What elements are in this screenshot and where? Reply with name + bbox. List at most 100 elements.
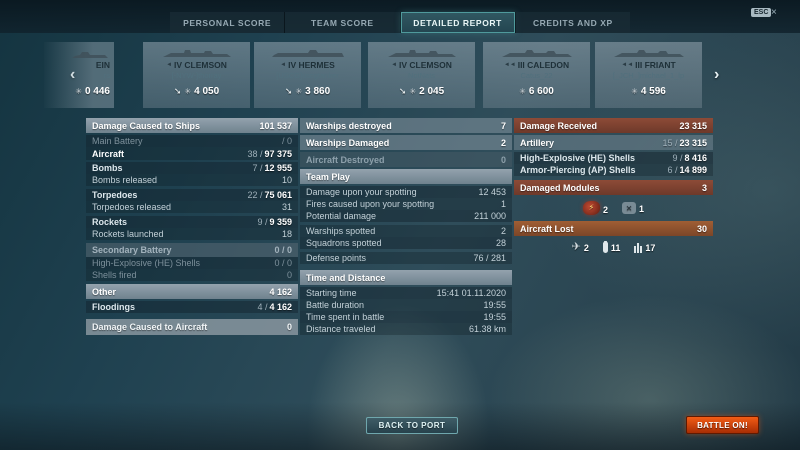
header-warships-destroyed: Warships destroyed 7 [300,118,512,133]
tab-detailed-report[interactable]: DETAILED REPORT [400,12,516,33]
stat-row-bombs: Bombs 7 /12 955 [86,162,298,174]
close-icon[interactable]: × [771,7,777,18]
tab-credits-and-xp[interactable]: CREDITS AND XP [515,12,630,33]
ship-name: IV CLEMSON [174,60,227,70]
stat-row-aircraft: Aircraft 38 /97 375 [86,147,298,160]
stat-row-battle-duration: Battle duration 19:55 [300,299,512,311]
header-team-play: Team Play [300,169,512,184]
xp-value: 2 045 [419,86,445,97]
header-aircraft-lost: Aircraft Lost 30 [514,221,713,236]
engine-module-icon: ⚡ [582,201,600,215]
stat-row-he-shells-received: High-Explosive (HE) Shells 9 /8 416 [514,152,713,164]
stat-row-warships-spotted: Warships spotted 2 [300,225,512,237]
destroyer-class-icon: ◄ [391,62,398,68]
player-name: rs [103,71,110,80]
carousel-next-icon[interactable]: › [714,66,720,83]
carousel-prev-icon[interactable]: ‹ [70,66,75,84]
xp-laurel-icon: ✳ [519,87,526,96]
team-play-column: Warships destroyed 7 Warships Damaged 2 Ai… [300,118,512,335]
header-secondary-battery: Secondary Battery 0 / 0 [86,243,298,257]
downed-plane-icon: ➘ [173,86,182,96]
destroyer-class-icon: ◄ [166,62,173,68]
damage-received-column: Damage Received 23 315 Artillery 15 /23 3… [514,118,713,259]
ship-name: EIN [95,60,110,70]
ship-card[interactable]: ◄ IV CLEMSON [-NYW-]thorray ➘ ✳ 4 050 [143,42,250,108]
stat-row-torpedoes-released: Torpedoes released 31 [86,201,298,213]
module-destroyed-unit: ✕ 1 [622,202,644,214]
stat-row-main-battery: Main Battery/ 0 [86,135,298,147]
section-value: 101 537 [259,120,292,131]
ship-silhouette [500,44,574,60]
ship-card[interactable]: ◄ IV HERMES [USCG]uscgtanker ➘ ✳ 3 860 [254,42,361,108]
player-name: [_JCH_]michael_1_lp [612,71,685,80]
player-name: NotNats [407,71,436,80]
ship-silhouette [612,44,686,60]
stat-row-rockets: Rockets 9 /9 359 [86,216,298,228]
stat-row-spotting-fires: Fires caused upon your spotting 1 [300,198,512,210]
damage-caused-column: Damage Caused to Ships 101 537 Main Batt… [86,118,298,335]
ship-name: IV CLEMSON [399,60,452,70]
attack-aircraft-icon: ✈ [571,241,581,253]
xp-value: 6 600 [528,86,554,97]
esc-key-hint[interactable]: ESC [751,8,772,17]
aircraft-count: 11 [610,243,621,253]
xp-value: 0 446 [84,86,110,97]
cruiser-class-icon: ◄◄ [621,62,634,68]
stat-row-spotting-damage: Damage upon your spotting 12 453 [300,186,512,198]
xp-laurel-icon: ✳ [75,87,82,96]
xp-laurel-icon: ✳ [184,87,192,96]
xp-value: 4 596 [640,86,666,97]
stat-row-ap-shells-received: Armor-Piercing (AP) Shells 6 /14 899 [514,164,713,176]
stat-row-shells-fired: Shells fired 0 [86,269,298,281]
battle-on-button[interactable]: BATTLE ON! [686,416,759,434]
stat-row-starting-time: Starting time 15:41 01.11.2020 [300,287,512,299]
torpedo-bombers-lost-unit: 17 [634,242,656,253]
header-damage-received: Damage Received 23 315 [514,118,713,133]
destroyed-module-icon: ✕ [622,202,636,214]
module-engine-unit: ⚡ 2 [582,201,608,215]
xp-value: 3 860 [305,86,331,97]
tab-personal-score[interactable]: PERSONAL SCORE [170,12,286,33]
stat-row-potential-damage: Potential damage 211 000 [300,210,512,222]
stat-row-floodings: Floodings 4 /4 162 [86,301,298,313]
stat-row-torpedoes: Torpedoes 22 /75 061 [86,189,298,201]
ship-name: IV HERMES [288,60,335,70]
header-time-and-distance: Time and Distance [300,270,512,285]
xp-laurel-icon: ✳ [409,87,417,96]
cruiser-class-icon: ◄◄ [503,62,516,68]
damaged-modules-icons: ⚡ 2 ✕ 1 [514,195,713,221]
header-aircraft-destroyed: Aircraft Destroyed 0 [300,152,512,167]
stat-row-he-shells: High-Explosive (HE) Shells 0 / 0 [86,257,298,269]
carrier-class-icon: ◄ [280,62,287,68]
player-name: Catus_22 [520,71,553,80]
header-artillery: Artillery 15 /23 315 [514,135,713,150]
header-warships-damaged: Warships Damaged 2 [300,135,512,150]
ship-silhouette [386,44,458,60]
xp-laurel-icon: ✳ [631,87,638,96]
bomber-icon [602,242,608,253]
stat-row-bombs-released: Bombs released 10 [86,174,298,186]
module-count: 1 [639,204,645,214]
ship-silhouette [270,44,346,60]
back-to-port-button[interactable]: BACK TO PORT [366,417,458,434]
stat-row-defense-points: Defense points 76 / 281 [300,252,512,264]
bombers-lost-unit: 11 [602,242,621,253]
player-name: [-NYW-]thorray [171,71,222,80]
ship-card-partial[interactable]: EIN rs ✳ 0 446 [44,42,114,108]
ship-name: III FRIANT [635,60,676,70]
ship-silhouette [70,44,110,60]
ship-card[interactable]: ◄◄ III CALEDON Catus_22 ✳ 6 600 [483,42,590,108]
aircraft-count: 17 [645,242,656,253]
ship-card[interactable]: ◄ IV CLEMSON NotNats ➘ ✳ 2 045 [368,42,475,108]
ship-card[interactable]: ◄◄ III FRIANT [_JCH_]michael_1_lp ✳ 4 596 [595,42,702,108]
fighters-lost-unit: ✈ 2 [571,241,589,254]
player-name: [USCG]uscgtanker [276,71,339,80]
tab-team-score[interactable]: TEAM SCORE [285,12,401,33]
aircraft-count: 2 [583,243,589,253]
downed-plane-icon: ➘ [398,86,407,96]
ship-name: III CALEDON [517,60,570,70]
torpedo-bomber-icon [634,242,643,253]
stat-row-distance-traveled: Distance traveled 61.38 km [300,323,512,335]
stat-row-time-in-battle: Time spent in battle 19:55 [300,311,512,323]
xp-value: 4 050 [194,86,220,97]
